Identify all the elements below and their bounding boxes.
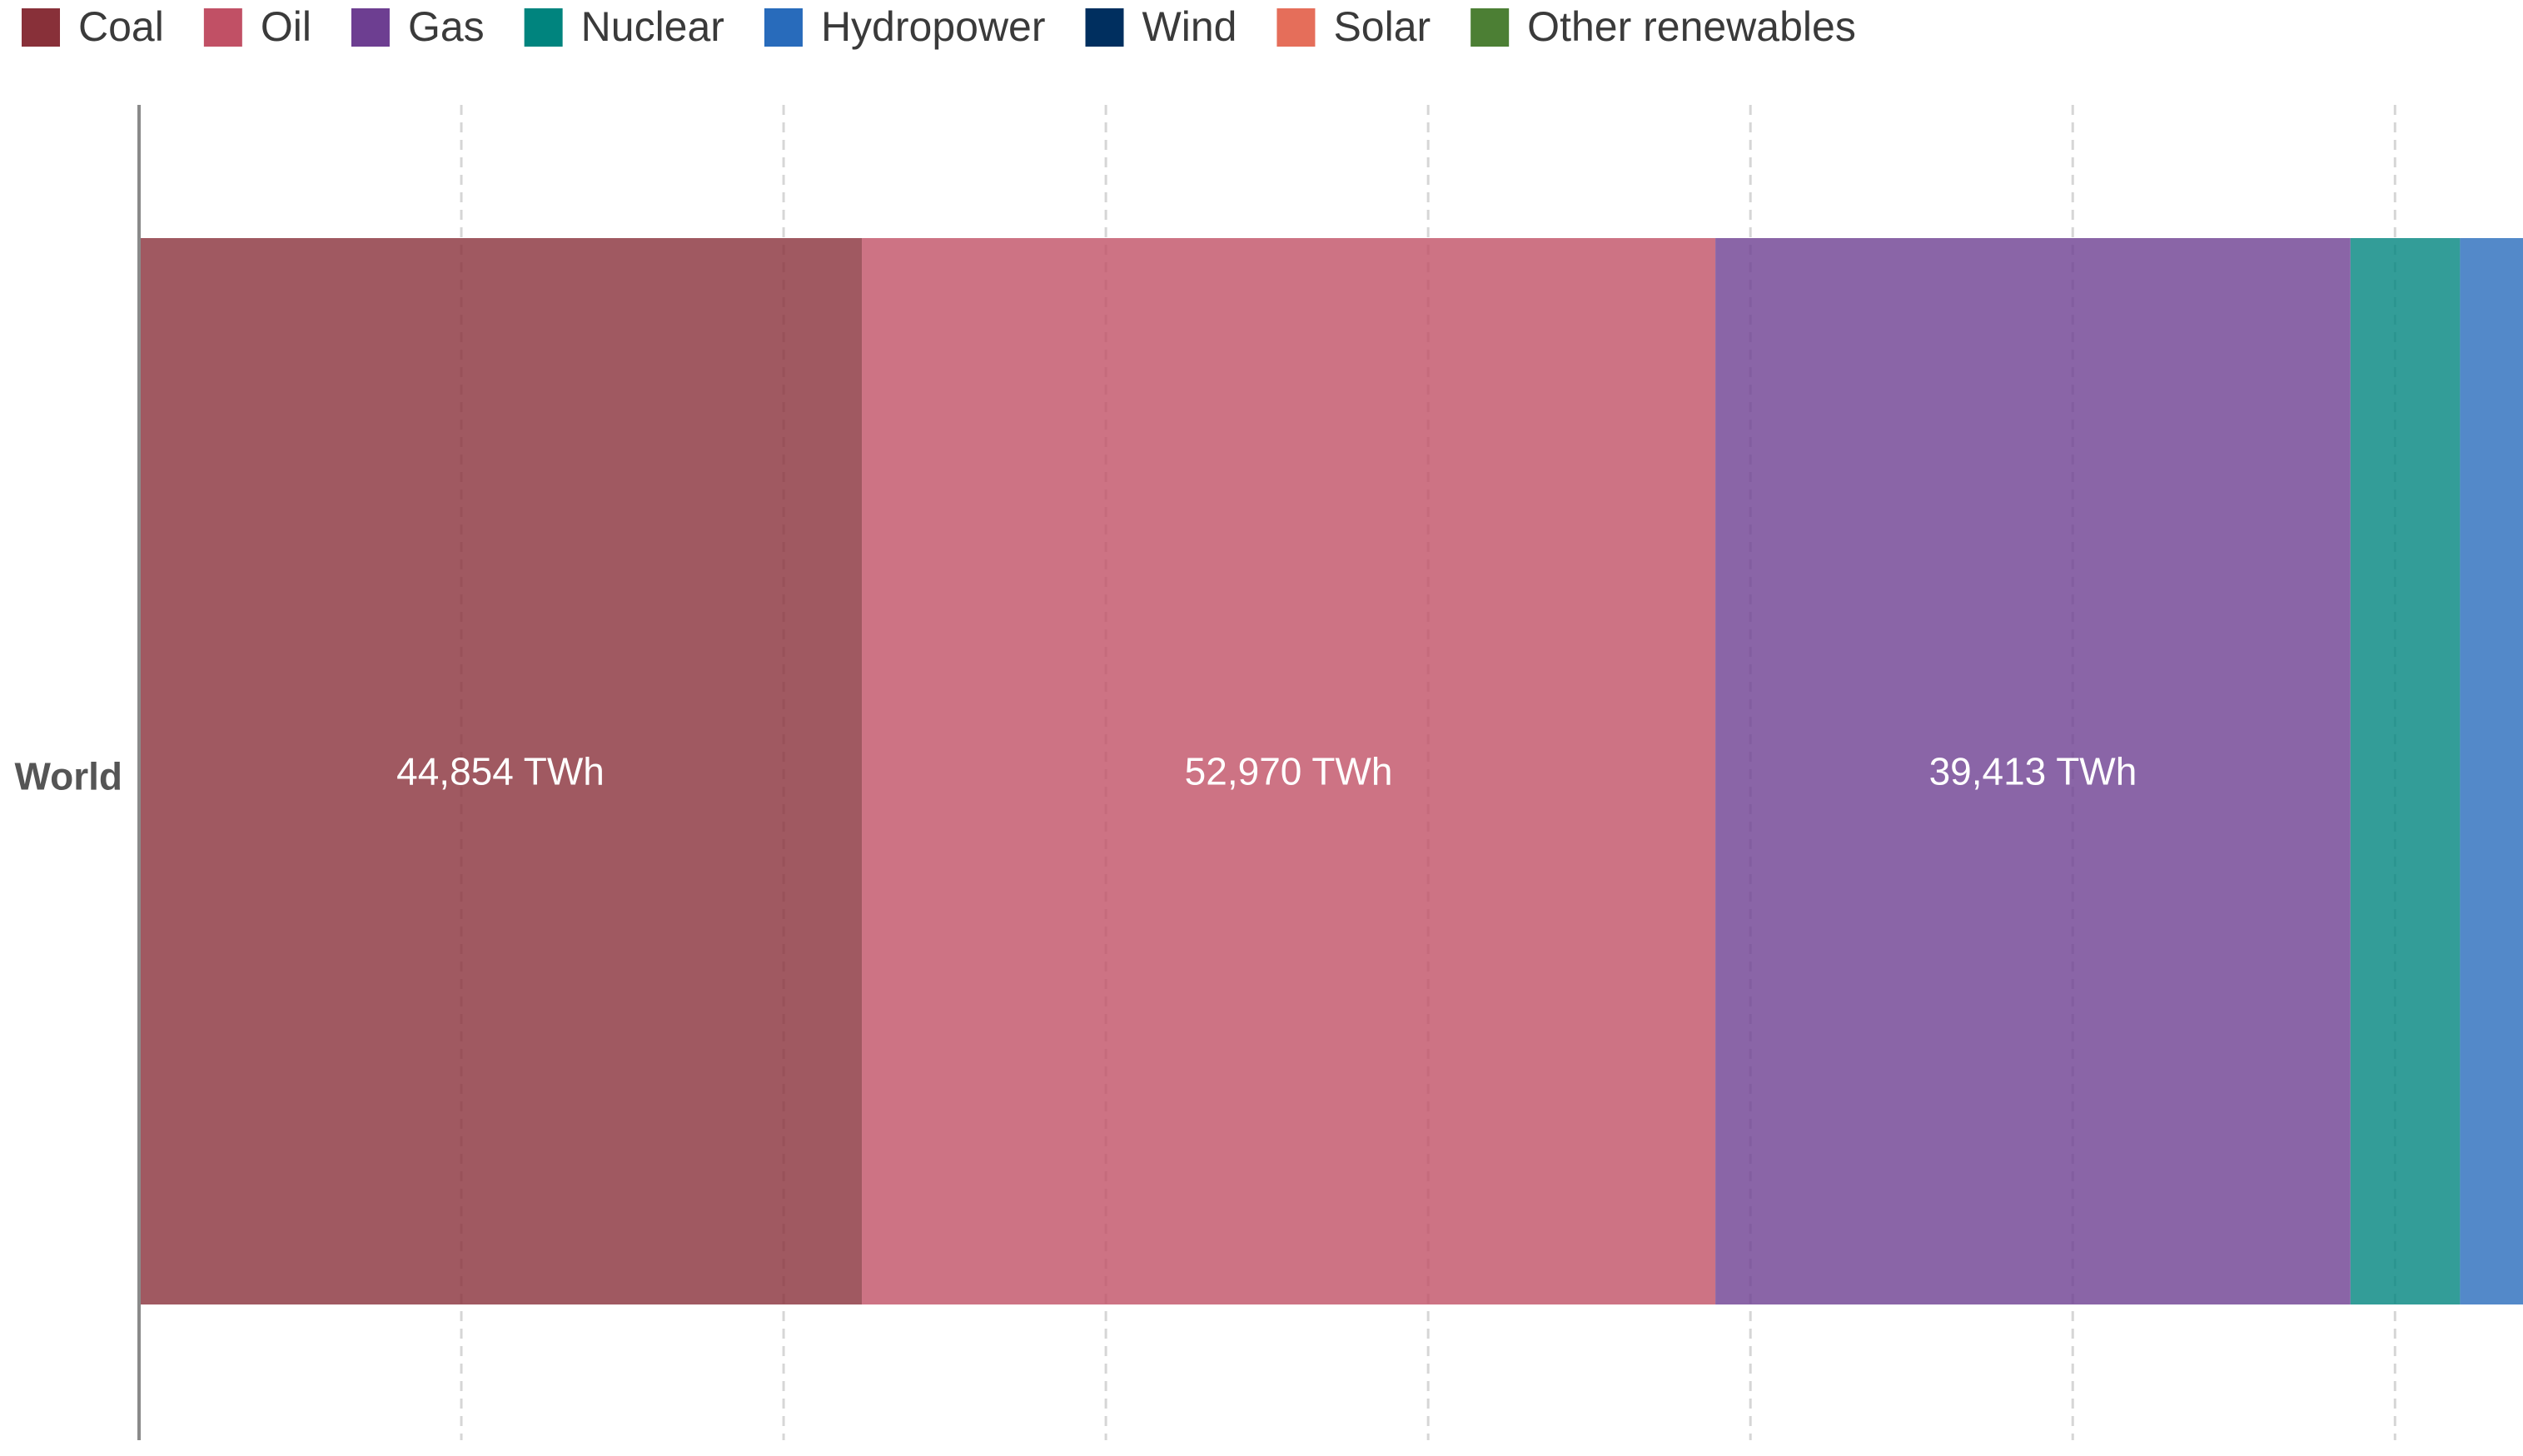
bar-segments bbox=[139, 238, 2523, 1304]
bar-segment-hydropower bbox=[2460, 238, 2523, 1304]
legend-swatch-other-renewables bbox=[1471, 8, 1510, 47]
data-label-gas: 39,413 TWh bbox=[1929, 750, 2137, 793]
legend-swatch-hydropower bbox=[764, 8, 803, 47]
bar-segment-nuclear bbox=[2350, 238, 2461, 1304]
legend-label-gas: Gas bbox=[408, 3, 485, 50]
legend-swatch-gas bbox=[351, 8, 390, 47]
legend-label-coal: Coal bbox=[78, 3, 164, 50]
legend-swatch-oil bbox=[203, 8, 242, 47]
legend-swatch-nuclear bbox=[524, 8, 563, 47]
bar-segment-coal bbox=[139, 238, 863, 1304]
legend-swatch-solar bbox=[1276, 8, 1316, 47]
category-label: World bbox=[15, 755, 122, 798]
legend: Coal Oil Gas Nuclear Hydropower Wind Solar Othe… bbox=[22, 3, 1856, 50]
legend-swatch-wind bbox=[1085, 8, 1124, 47]
legend-label-other-renewables: Other renewables bbox=[1527, 3, 1856, 50]
legend-label-hydropower: Hydropower bbox=[821, 3, 1046, 50]
bar-segment-gas bbox=[1715, 238, 2351, 1304]
legend-label-nuclear: Nuclear bbox=[581, 3, 724, 50]
data-label-coal: 44,854 TWh bbox=[396, 750, 605, 793]
legend-swatch-coal bbox=[22, 8, 60, 47]
legend-label-solar: Solar bbox=[1333, 3, 1431, 50]
bar-segment-oil bbox=[862, 238, 1716, 1304]
data-label-oil: 52,970 TWh bbox=[1185, 750, 1393, 793]
legend-label-oil: Oil bbox=[261, 3, 311, 50]
legend-label-wind: Wind bbox=[1142, 3, 1237, 50]
